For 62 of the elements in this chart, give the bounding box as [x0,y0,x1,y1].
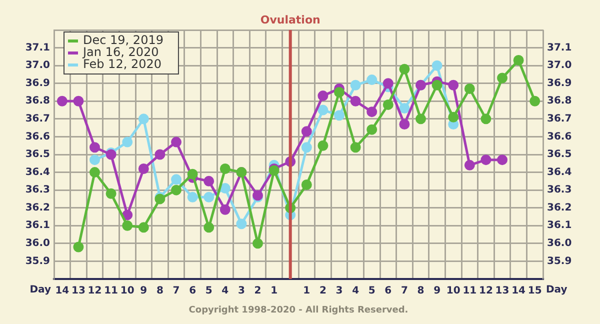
legend-label: Jan 16, 2020 [82,45,159,60]
y2-tick-label: 36.0 [547,238,572,250]
x-tick-label: 8 [156,286,164,297]
x-tick-label: 12 [88,286,102,297]
y-tick-label: 36.0 [25,238,50,250]
y-tick-label: 36.4 [25,166,50,178]
x-tick-label: 9 [140,286,148,297]
ref-line-label: Ovulation [260,13,320,26]
y-tick-label: 36.1 [25,220,50,232]
x-tick-label: 13 [495,286,510,297]
x-tick-label: 4 [222,286,229,297]
y2-tick-label: 36.5 [547,149,572,160]
x-tick-label: 1 [270,286,278,297]
legend-label: Dec 19, 2019 [83,33,164,48]
x-axis-title: Day [30,284,52,296]
x-tick-label: 2 [319,286,326,297]
y2-tick-label: 36.6 [547,131,572,142]
y2-tick-label: 37.0 [547,60,572,72]
x-tick-label: 6 [189,286,196,297]
y2-tick-label: 35.9 [547,256,572,267]
x-tick-label: 7 [400,286,408,297]
x-tick-label: 4 [352,286,360,297]
y2-tick-label: 36.3 [547,184,572,196]
x-tick-label: 7 [172,286,180,297]
y2-tick-label: 36.1 [547,220,572,232]
x-tick-label: 11 [104,286,118,297]
x-tick-label: 11 [462,286,477,297]
x-tick-label: 3 [238,286,245,297]
y-tick-label: 36.9 [25,78,50,89]
y-tick-label: 36.6 [25,131,50,142]
x-tick-label: 13 [71,286,86,297]
x-tick-label: 10 [120,286,134,297]
x-tick-label: 3 [336,286,343,297]
x-tick-label: 1 [303,286,310,297]
y2-tick-label: 36.8 [547,96,572,107]
x-tick-label: 8 [417,286,424,297]
y-tick-label: 37.1 [25,42,50,54]
x-tick-label: 14 [55,286,70,297]
x-tick-label: 9 [434,286,441,297]
y-tick-label: 37.0 [25,60,50,72]
y-tick-label: 36.7 [25,114,50,125]
text: Copyright 1998-2020 - All Rights Reserved. [188,305,408,316]
legend-label: Feb 12, 2020 [83,57,162,72]
x-tick-label: 2 [254,286,262,297]
y2-tick-label: 36.2 [547,202,572,214]
y-tick-label: 36.8 [25,96,50,107]
y2-tick-label: 36.9 [547,78,572,89]
y2-tick-label: 36.4 [547,166,572,178]
x-tick-label: 10 [446,286,460,297]
y2-tick-label: 37.1 [547,42,572,54]
y-tick-label: 36.5 [25,149,50,160]
y-tick-label: 36.2 [25,202,50,214]
x-tick-label: 5 [205,286,212,297]
x-tick-label: 6 [384,286,392,297]
y-tick-label: 36.3 [25,184,50,196]
x-tick-label: 15 [528,286,542,297]
x-tick-label: 5 [368,286,376,297]
x-tick-label: 12 [478,286,493,297]
y-tick-label: 35.9 [25,256,50,267]
text: Day [546,284,568,296]
y2-tick-label: 36.7 [547,114,572,125]
x-tick-label: 14 [512,286,526,297]
